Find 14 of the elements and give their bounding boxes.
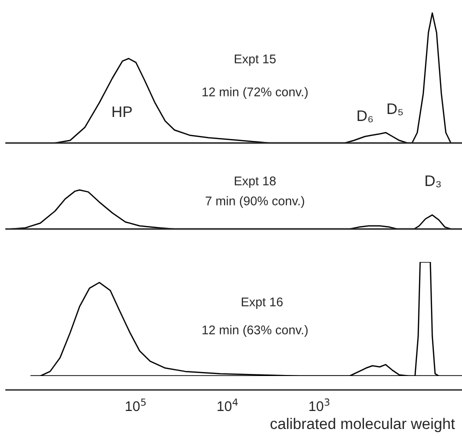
- annotation: HP: [112, 106, 132, 117]
- x-tick-label: 10$^{5}$: [126, 398, 146, 412]
- text: D₃: [426, 175, 441, 188]
- annotation: D₆: [358, 110, 373, 122]
- annotation: 12 min (72% conv.): [202, 87, 308, 99]
- x-axis-title: calibrated molecular weight: [270, 418, 455, 432]
- annotation: Expt 16: [242, 298, 283, 309]
- text: Expt 18: [234, 176, 276, 188]
- annotation: D₅: [388, 103, 403, 116]
- x-tick-label: 10$^{3}$: [309, 398, 330, 412]
- annotation: 7 min (90% conv.): [206, 196, 304, 208]
- x-tick-label: 10$^{4}$: [218, 398, 238, 412]
- annotation: 12 min (63% conv.): [202, 325, 308, 337]
- annotation: Expt 15: [234, 54, 276, 66]
